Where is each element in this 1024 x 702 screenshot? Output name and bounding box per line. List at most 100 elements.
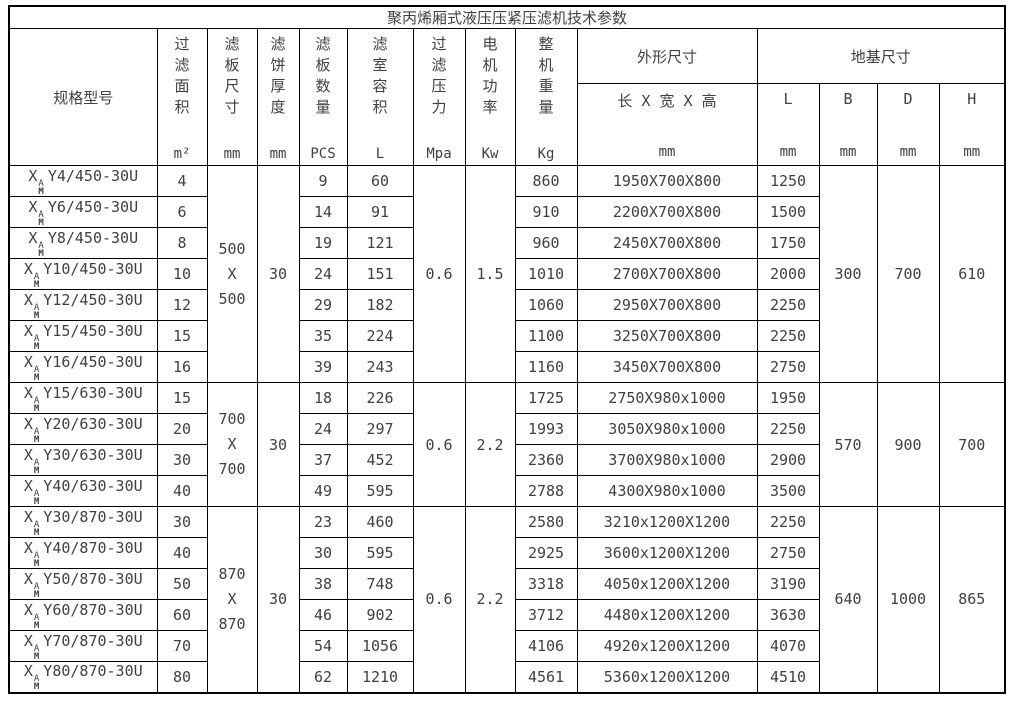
model-cell: X A M Y15/450-30U bbox=[8, 320, 158, 352]
model-text: Y15/630-30U bbox=[43, 383, 143, 402]
filter-area-cell: 15 bbox=[156, 320, 208, 352]
foundation-d-cell: 1000 bbox=[876, 506, 940, 693]
col-header-found-h-unit: mm bbox=[963, 144, 981, 160]
chamber-volume-cell: 151 bbox=[346, 258, 414, 290]
chamber-volume-cell: 595 bbox=[346, 475, 414, 507]
machine-weight-cell: 860 bbox=[514, 165, 578, 197]
plate-count-cell: 24 bbox=[298, 258, 348, 290]
model-text: Y40/630-30U bbox=[43, 476, 143, 495]
col-header-plate-size-unit: mm bbox=[223, 146, 241, 162]
foundation-h-cell: 865 bbox=[938, 506, 1006, 693]
col-header-machine-weight-unit: Kg bbox=[537, 146, 555, 162]
filter-area-cell: 12 bbox=[156, 289, 208, 321]
col-header-filter-area-unit: m² bbox=[173, 146, 191, 162]
spec-row: X A M Y6/450-30U 6 14 91 910 2200X700X800 1500 bbox=[8, 196, 1005, 228]
model-cell: X A M Y20/630-30U bbox=[8, 413, 158, 445]
col-header-motor-power: 电机功率 Kw bbox=[464, 28, 516, 166]
overall-dims-cell: 3210x1200X1200 bbox=[576, 506, 758, 538]
col-header-found-l-label: L bbox=[783, 90, 793, 108]
col-header-found-l: L mm bbox=[756, 83, 820, 166]
foundation-d-cell: 700 bbox=[876, 165, 940, 383]
col-header-model: 规格型号 bbox=[8, 28, 158, 166]
col-header-found-b-label: B bbox=[843, 90, 853, 108]
plate-count-cell: 23 bbox=[298, 506, 348, 538]
spec-row: X A M Y60/870-30U 60 46 902 3712 4480x1200X1200 3… bbox=[8, 599, 1005, 631]
dims-l-cell: 1500 bbox=[756, 196, 820, 228]
overall-dims-cell: 3700X980x1000 bbox=[576, 444, 758, 476]
col-header-found-b-unit: mm bbox=[839, 144, 857, 160]
model-text: Y15/450-30U bbox=[43, 321, 143, 340]
machine-weight-cell: 3318 bbox=[514, 568, 578, 600]
chamber-volume-cell: 60 bbox=[346, 165, 414, 197]
chamber-volume-cell: 1056 bbox=[346, 630, 414, 662]
dims-l-cell: 2250 bbox=[756, 320, 820, 352]
col-header-found-l-unit: mm bbox=[779, 144, 797, 160]
overall-dims-cell: 3250X700X800 bbox=[576, 320, 758, 352]
plate-count-cell: 35 bbox=[298, 320, 348, 352]
filter-area-cell: 16 bbox=[156, 351, 208, 383]
spec-row: X A M Y80/870-30U 80 62 1210 4561 5360x1200X1200… bbox=[8, 661, 1005, 693]
chamber-volume-cell: 748 bbox=[346, 568, 414, 600]
plate-count-cell: 9 bbox=[298, 165, 348, 197]
col-header-found-d-label: D bbox=[903, 90, 913, 108]
machine-weight-cell: 3712 bbox=[514, 599, 578, 631]
col-header-motor-power-unit: Kw bbox=[481, 146, 499, 162]
chamber-volume-cell: 182 bbox=[346, 289, 414, 321]
model-text: Y6/450-30U bbox=[47, 197, 139, 216]
col-header-lwh: 长 X 宽 X 高 mm bbox=[576, 83, 758, 166]
filter-area-cell: 60 bbox=[156, 599, 208, 631]
dims-l-cell: 2250 bbox=[756, 289, 820, 321]
chamber-volume-cell: 243 bbox=[346, 351, 414, 383]
dims-l-cell: 2000 bbox=[756, 258, 820, 290]
spec-row: X A M Y30/870-30U 30 870 X 870 30 23 460 0.6 2.2 2580… bbox=[8, 506, 1006, 693]
cake-thickness-cell: 30 bbox=[256, 382, 300, 507]
model-cell: X A M Y60/870-30U bbox=[8, 599, 158, 631]
spec-row: X A M Y20/630-30U 20 24 297 1993 3050X980x1000 22… bbox=[8, 413, 1005, 445]
plate-size-cell: 500 X 500 bbox=[206, 165, 258, 383]
filter-pressure-cell: 0.6 bbox=[412, 165, 466, 383]
model-text: Y50/870-30U bbox=[43, 569, 143, 588]
spec-row: X A M Y4/450-30U 4 500 X 500 30 9 60 0.6 1.5 860 1950X… bbox=[8, 165, 1006, 383]
col-header-lwh-label: 长 X 宽 X 高 bbox=[617, 92, 717, 110]
plate-count-cell: 49 bbox=[298, 475, 348, 507]
col-header-found-d-unit: mm bbox=[899, 144, 917, 160]
model-text: Y70/870-30U bbox=[43, 631, 143, 650]
model-text: Y80/870-30U bbox=[43, 662, 143, 681]
plate-count-cell: 62 bbox=[298, 661, 348, 693]
col-header-plate-count-label: 滤板数量 bbox=[315, 35, 331, 116]
overall-dims-cell: 3450X700X800 bbox=[576, 351, 758, 383]
spec-table: 聚丙烯厢式液压压紧压滤机技术参数 规格型号 过滤面积 m² 滤板尺寸 mm bbox=[8, 5, 1007, 694]
machine-weight-cell: 4106 bbox=[514, 630, 578, 662]
machine-weight-cell: 1060 bbox=[514, 289, 578, 321]
plate-size-cell: 700 X 700 bbox=[206, 382, 258, 507]
machine-weight-cell: 1725 bbox=[514, 382, 578, 414]
spec-row: X A M Y10/450-30U 10 24 151 1010 2700X700X800 200… bbox=[8, 258, 1005, 290]
model-cell: X A M Y30/630-30U bbox=[8, 444, 158, 476]
col-header-chamber-volume: 滤室容积 L bbox=[346, 28, 414, 166]
model-cell: X A M Y30/870-30U bbox=[8, 506, 158, 538]
model-text: Y16/450-30U bbox=[43, 352, 143, 371]
header-row-main: 规格型号 过滤面积 m² 滤板尺寸 mm 滤饼厚度 mm bbox=[8, 28, 1006, 166]
plate-count-cell: 24 bbox=[298, 413, 348, 445]
filter-area-cell: 6 bbox=[156, 196, 208, 228]
model-text: Y8/450-30U bbox=[47, 228, 139, 247]
foundation-b-cell: 300 bbox=[818, 165, 878, 383]
motor-power-cell: 1.5 bbox=[464, 165, 516, 383]
spec-row: X A M Y40/630-30U 40 49 595 2788 4300X980x1000 35… bbox=[8, 475, 1005, 507]
plate-size-cell: 870 X 870 bbox=[206, 506, 258, 693]
col-header-plate-size-label: 滤板尺寸 bbox=[224, 35, 240, 116]
spec-row: X A M Y15/630-30U 15 700 X 700 30 18 226 0.6 2.2 1725… bbox=[8, 382, 1006, 507]
model-text: Y30/630-30U bbox=[43, 445, 143, 464]
plate-count-cell: 38 bbox=[298, 568, 348, 600]
dims-l-cell: 3500 bbox=[756, 475, 820, 507]
col-header-cake-thickness-unit: mm bbox=[269, 146, 287, 162]
col-header-plate-size: 滤板尺寸 mm bbox=[206, 28, 258, 166]
plate-count-cell: 29 bbox=[298, 289, 348, 321]
col-header-machine-weight-label: 整机重量 bbox=[538, 35, 554, 116]
chamber-volume-cell: 452 bbox=[346, 444, 414, 476]
plate-count-cell: 46 bbox=[298, 599, 348, 631]
